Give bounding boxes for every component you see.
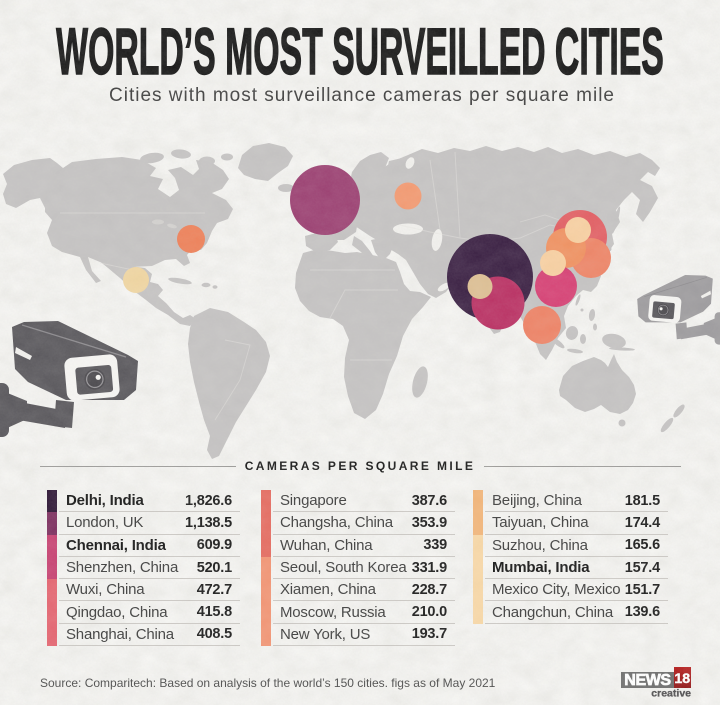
svg-text:18: 18 — [674, 671, 690, 687]
svg-text:creative: creative — [651, 688, 691, 698]
